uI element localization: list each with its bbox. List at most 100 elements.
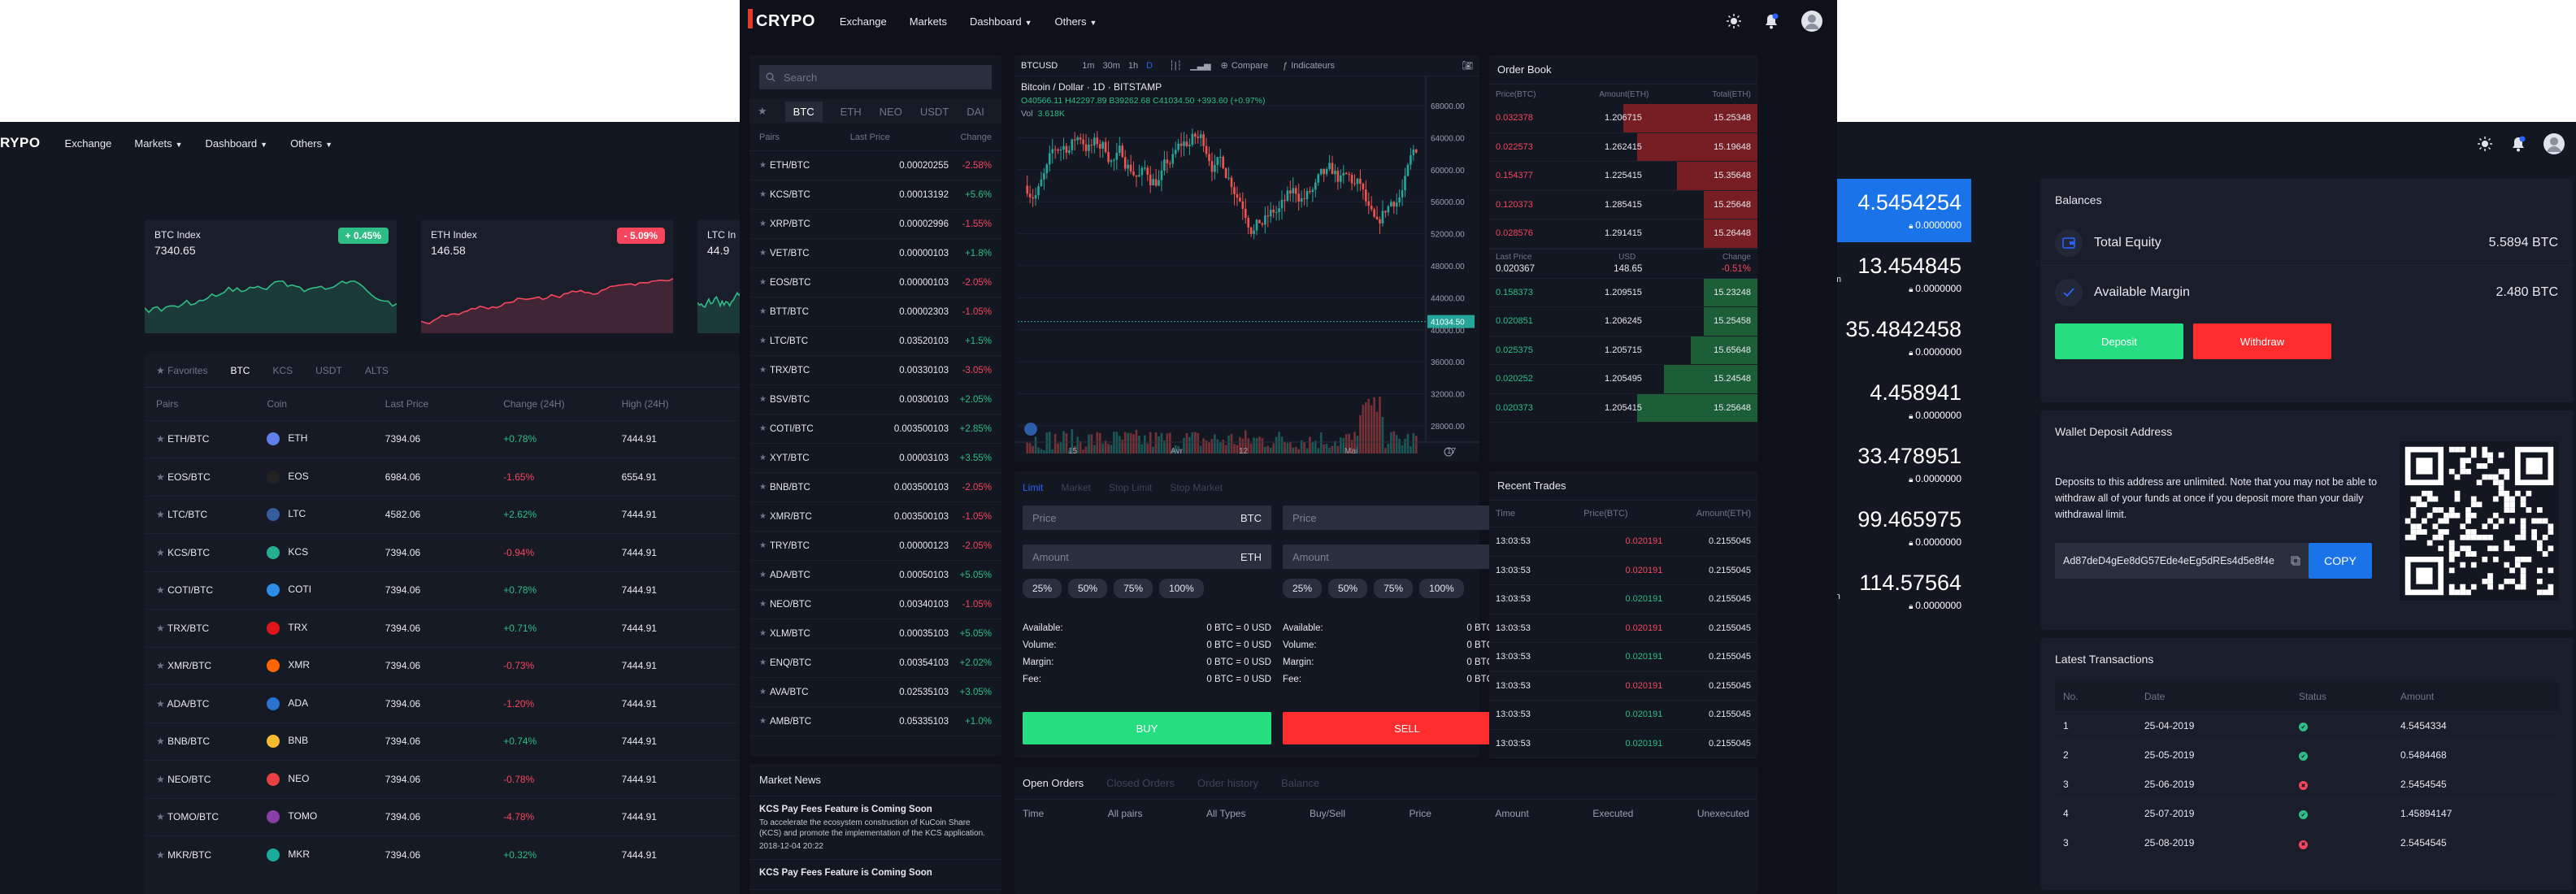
index-card-0[interactable]: BTC Index 7340.65 + 0.45%	[145, 219, 397, 333]
orders-tab-3[interactable]: Balance	[1281, 777, 1320, 789]
pair-row[interactable]: ★ LTC/BTC LTC 4582.06 +2.62% 7444.91	[145, 496, 740, 534]
star-icon[interactable]: ★	[156, 584, 168, 597]
buy-pct-25[interactable]: 25%	[1023, 579, 1062, 598]
market-row[interactable]: ★ XMR/BTC 0.003500103 -1.05%	[749, 502, 1001, 532]
pair-row[interactable]: ★ TRX/BTC TRX 7394.06 +0.71% 7444.91	[145, 609, 740, 648]
interval-30m[interactable]: 30m	[1102, 60, 1120, 71]
buy-pct-100[interactable]: 100%	[1159, 579, 1204, 598]
time-zone-icon[interactable]	[1444, 447, 1453, 457]
star-icon[interactable]: ★	[759, 571, 767, 579]
star-icon[interactable]: ★	[759, 629, 767, 638]
interval-1m[interactable]: 1m	[1082, 60, 1095, 71]
star-icon[interactable]: ★	[759, 717, 767, 726]
star-icon[interactable]: ★	[156, 773, 168, 785]
buy-pct-75[interactable]: 75%	[1114, 579, 1153, 598]
theme-sun-icon[interactable]	[2477, 136, 2493, 152]
user-avatar-icon[interactable]	[2543, 133, 2565, 154]
market-tab-1[interactable]: BTC	[784, 101, 823, 122]
theme-sun-icon[interactable]	[1727, 14, 1741, 28]
pair-row[interactable]: ★ TOMO/BTC TOMO 7394.06 -4.78% 7444.91	[145, 798, 740, 836]
pairs-tab-1[interactable]: BTC	[230, 364, 250, 376]
market-row[interactable]: ★ LTC/BTC 0.03520103 +1.5%	[749, 327, 1001, 356]
coin-balance-item[interactable]: Bnce35.4842458🔒︎ 0.0000000	[1821, 306, 1971, 369]
withdraw-button[interactable]: Withdraw	[2193, 323, 2331, 359]
interval-D[interactable]: D	[1146, 60, 1153, 71]
orders-col-header[interactable]: All Types	[1205, 808, 1246, 819]
order-type-tab-3[interactable]: Stop Market	[1170, 482, 1223, 493]
ask-row[interactable]: 0.120373 1.285415 15.25648	[1489, 190, 1757, 219]
ask-row[interactable]: 0.022573 1.262415 15.19648	[1489, 132, 1757, 162]
star-icon[interactable]: ★	[156, 697, 167, 710]
market-row[interactable]: ★ TRX/BTC 0.00330103 -3.05%	[749, 356, 1001, 385]
order-type-tab-2[interactable]: Stop Limit	[1109, 482, 1153, 493]
brand-logo[interactable]: RYPO	[0, 135, 41, 150]
bid-row[interactable]: 0.020851 1.206245 15.25458	[1489, 307, 1757, 336]
star-icon[interactable]: ★	[759, 366, 767, 375]
buy-price-input[interactable]: Price BTC	[1023, 506, 1271, 530]
transaction-row[interactable]: 3 25-08-2019 ✖ 2.5454545	[2055, 828, 2559, 857]
pairs-tab-3[interactable]: USDT	[315, 364, 342, 376]
market-row[interactable]: ★ NEO/BTC 0.00340103 -1.05%	[749, 590, 1001, 619]
market-row[interactable]: ★ AVA/BTC 0.02535103 +3.05%	[749, 678, 1001, 707]
orders-col-header[interactable]: All pairs	[1107, 808, 1143, 819]
coin-balance-item[interactable]: X4.458941🔒︎ 0.0000000	[1821, 369, 1971, 432]
pair-row[interactable]: ★ MKR/BTC MKR 7394.06 +0.32% 7444.91	[145, 835, 740, 874]
star-icon[interactable]: ★	[759, 658, 767, 667]
pair-row[interactable]: ★ EOS/BTC EOS 6984.06 -1.65% 6554.91	[145, 458, 740, 497]
star-icon[interactable]: ★	[156, 811, 167, 823]
left-nav-exchange[interactable]: Exchange	[65, 137, 112, 150]
sell-pct-75[interactable]: 75%	[1374, 579, 1414, 598]
copy-address-button[interactable]: COPY	[2309, 543, 2372, 579]
star-icon[interactable]: ★	[156, 471, 168, 483]
market-row[interactable]: ★ ETH/BTC 0.00020255 -2.58%	[749, 151, 1001, 180]
star-icon[interactable]: ★	[156, 849, 168, 861]
bid-row[interactable]: 0.025375 1.205715 15.65648	[1489, 336, 1757, 365]
star-icon[interactable]: ★	[156, 509, 168, 521]
brand-logo[interactable]: CRYPO	[756, 11, 815, 30]
transaction-row[interactable]: 3 25-06-2019 ✖ 2.5454545	[2055, 770, 2559, 799]
compare-plus-icon[interactable]: ⊕	[1220, 61, 1228, 71]
coin-balance-item[interactable]: Hreum13.454845🔒︎ 0.0000000	[1821, 242, 1971, 306]
market-tab-2[interactable]: ETH	[840, 105, 862, 118]
market-row[interactable]: ★ VET/BTC 0.00000103 +1.8%	[749, 239, 1001, 268]
indicators-icon[interactable]: ƒ	[1283, 60, 1288, 71]
user-avatar-icon[interactable]	[1801, 11, 1822, 32]
pairs-tab-0[interactable]: ★ Favorites	[156, 364, 208, 376]
left-nav-dashboard[interactable]: Dashboard ▼	[206, 137, 268, 150]
coin-balance-item[interactable]: S33.478951🔒︎ 0.0000000	[1821, 432, 1971, 496]
coin-balance-item[interactable]: Cin4.5454254🔒︎ 0.0000000	[1821, 179, 1971, 242]
pair-row[interactable]: ★ KCS/BTC KCS 7394.06 -0.94% 7444.91	[145, 533, 740, 572]
market-row[interactable]: ★ BNB/BTC 0.003500103 -2.05%	[749, 473, 1001, 502]
market-row[interactable]: ★ COTI/BTC 0.003500103 +2.85%	[749, 414, 1001, 444]
pair-row[interactable]: ★ NEO/BTC NEO 7394.06 -0.78% 7444.91	[145, 760, 740, 799]
market-tab-3[interactable]: NEO	[879, 105, 902, 118]
star-icon[interactable]: ★	[156, 660, 168, 672]
indicators-button[interactable]: Indicateurs	[1291, 60, 1336, 71]
orders-tab-0[interactable]: Open Orders	[1023, 777, 1084, 789]
ask-row[interactable]: 0.028576 1.291415 15.26448	[1489, 219, 1757, 249]
index-card-1[interactable]: ETH Index 146.58 - 5.09%	[421, 219, 673, 333]
bid-row[interactable]: 0.020252 1.205495 15.24548	[1489, 365, 1757, 394]
market-row[interactable]: ★ KCS/BTC 0.00013192 +5.6%	[749, 180, 1001, 210]
market-row[interactable]: ★ ENQ/BTC 0.00354103 +2.02%	[749, 649, 1001, 678]
market-tab-4[interactable]: USDT	[919, 105, 949, 118]
bid-row[interactable]: 0.020373 1.205415 15.25648	[1489, 393, 1757, 423]
left-nav-markets[interactable]: Markets ▼	[134, 137, 182, 150]
star-icon[interactable]: ★	[156, 736, 168, 748]
star-icon[interactable]: ★	[759, 190, 767, 199]
pairs-tab-2[interactable]: KCS	[272, 364, 293, 376]
ask-row[interactable]: 0.154377 1.225415 15.35648	[1489, 162, 1757, 191]
star-icon[interactable]: ★	[759, 307, 767, 316]
market-tab-5[interactable]: DAI	[967, 105, 984, 118]
market-row[interactable]: ★ EOS/BTC 0.00000103 -2.05%	[749, 268, 1001, 297]
star-icon[interactable]: ★	[156, 546, 168, 558]
pairs-tab-4[interactable]: ALTS	[364, 364, 389, 376]
interval-1h[interactable]: 1h	[1127, 60, 1139, 71]
market-row[interactable]: ★ AMB/BTC 0.05335103 +1.0%	[749, 707, 1001, 736]
buy-amount-input[interactable]: Amount ETH	[1023, 545, 1271, 569]
sell-pct-100[interactable]: 100%	[1419, 579, 1464, 598]
index-card-2[interactable]: LTC In 44.9	[697, 219, 740, 333]
market-row[interactable]: ★ TRY/BTC 0.00000123 -2.05%	[749, 532, 1001, 561]
sell-pct-50[interactable]: 50%	[1328, 579, 1368, 598]
pair-row[interactable]: ★ XMR/BTC XMR 7394.06 -0.73% 7444.91	[145, 647, 740, 685]
